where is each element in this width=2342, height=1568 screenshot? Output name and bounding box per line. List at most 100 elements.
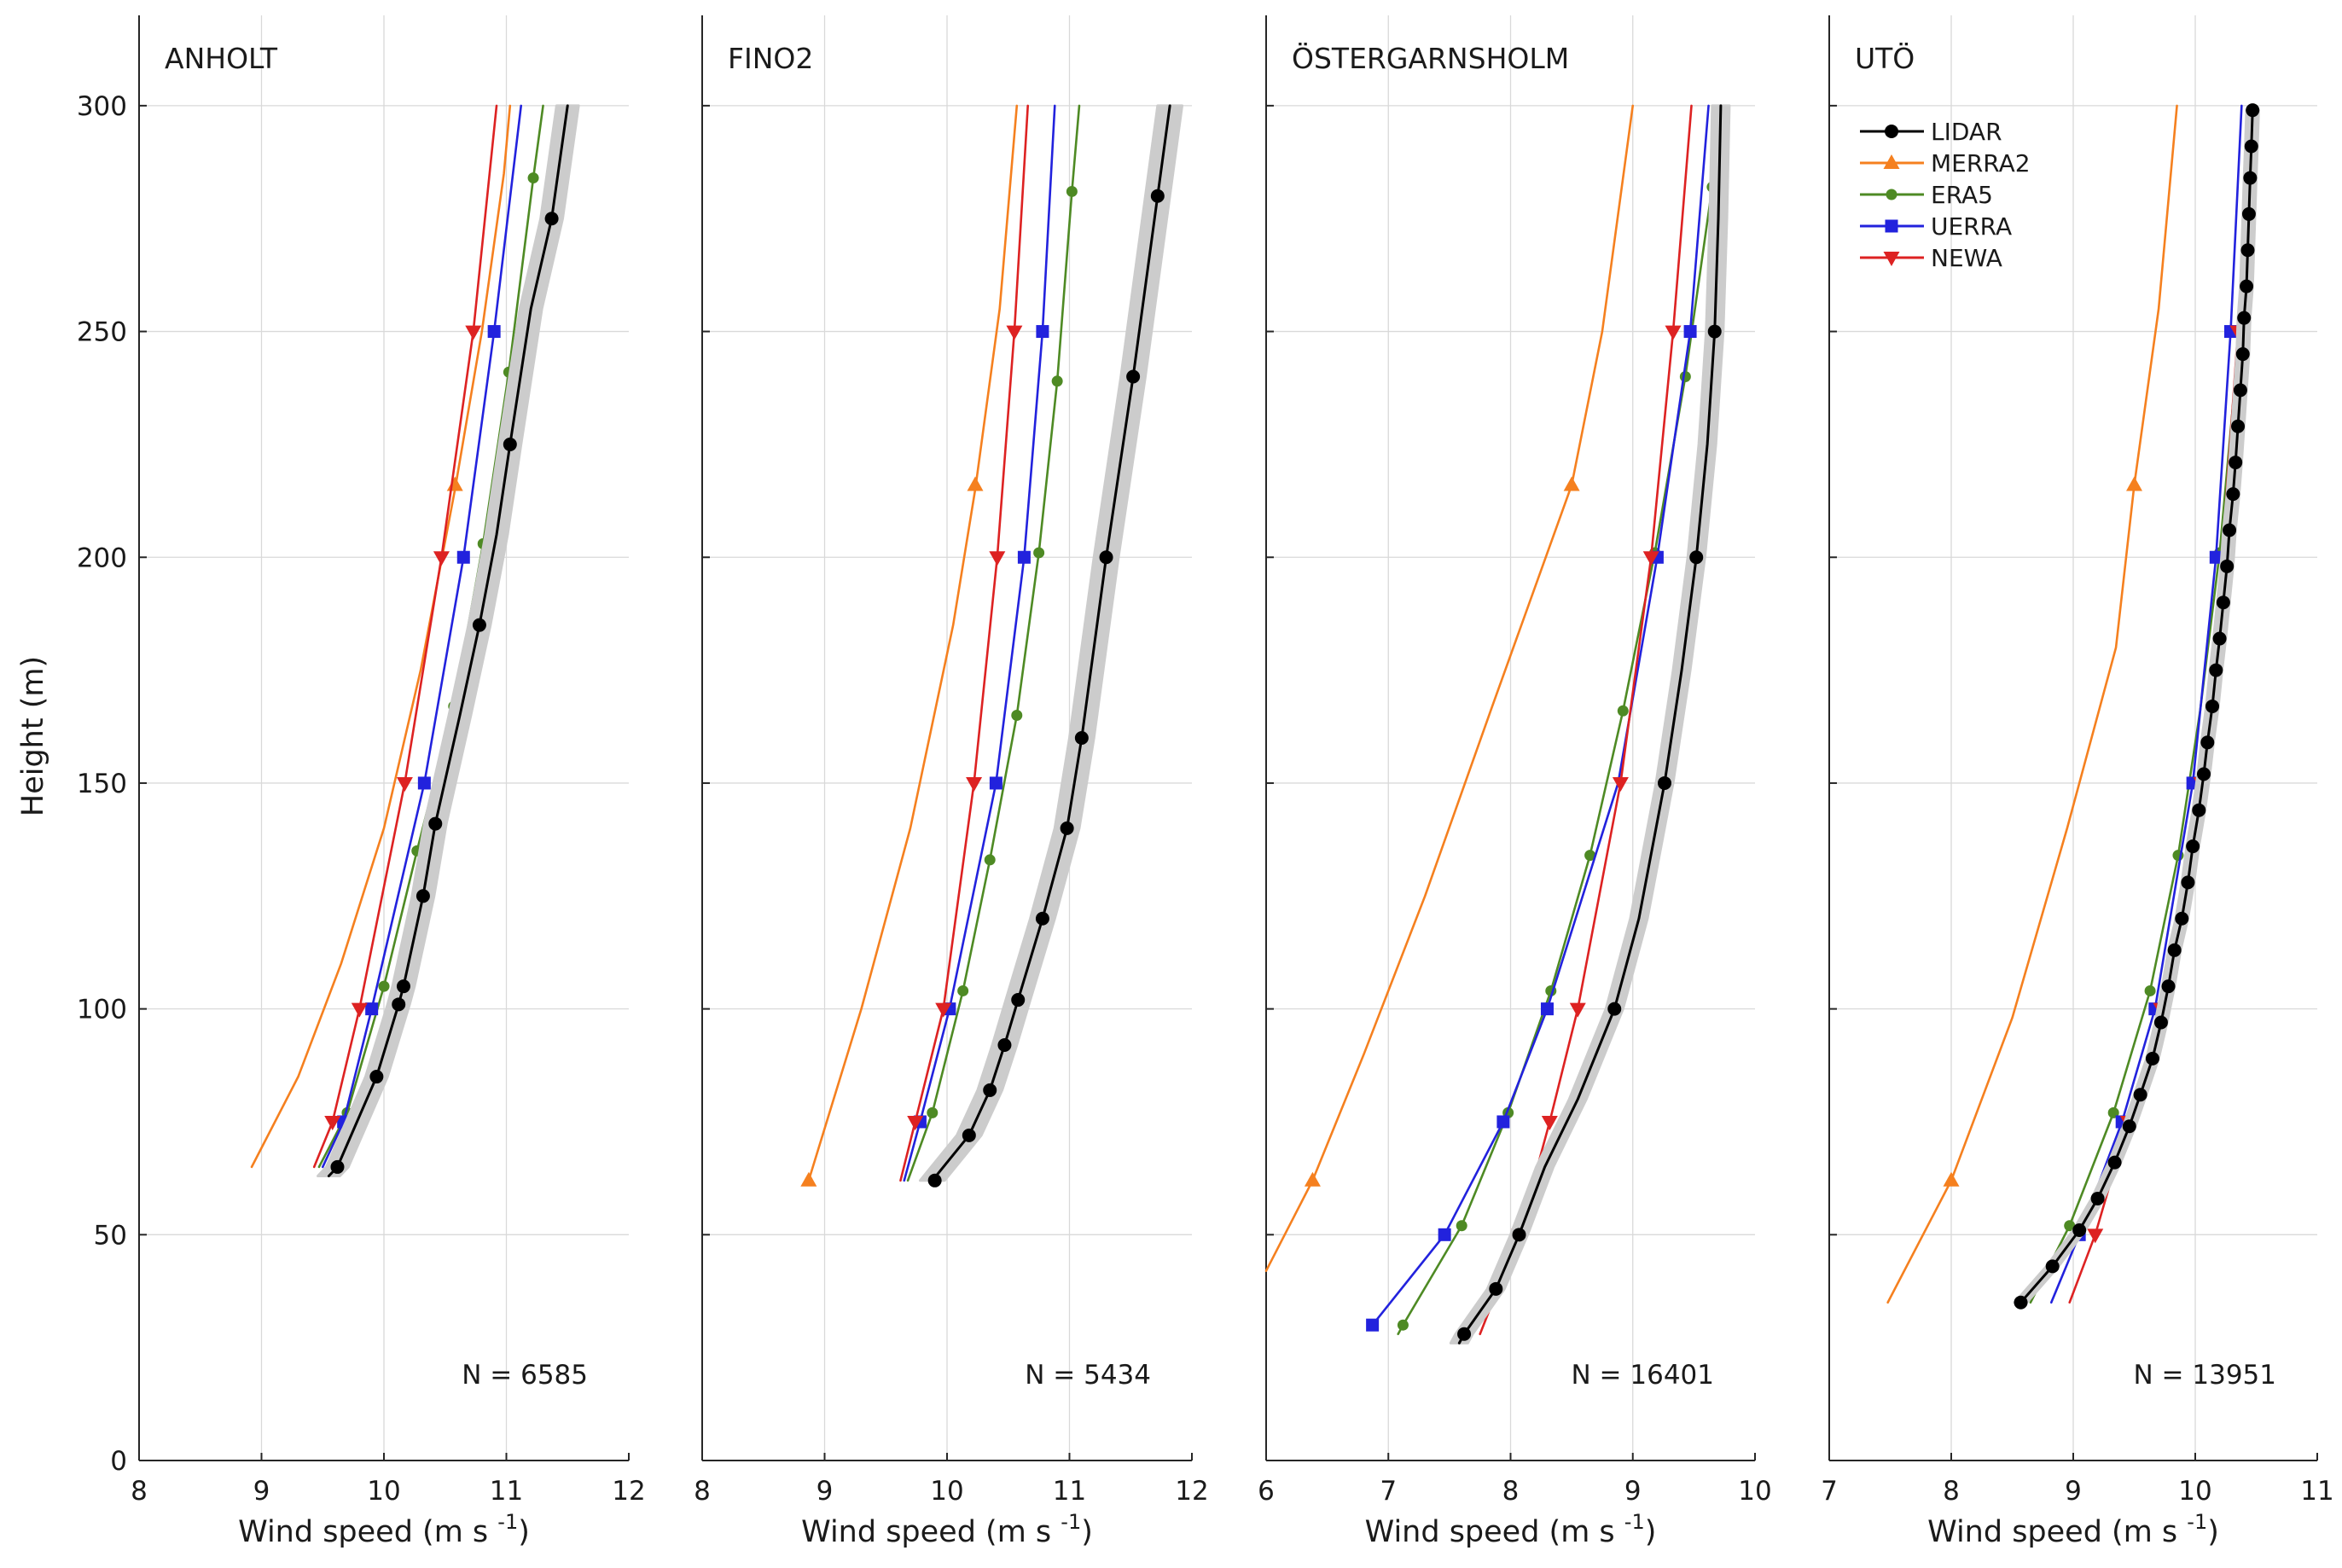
data-point-uerra: [456, 550, 470, 564]
data-point-uerra: [989, 776, 1002, 790]
data-point-lidar: [2244, 139, 2258, 154]
series-line-merra2: [807, 104, 1019, 1182]
data-point-lidar: [2223, 523, 2237, 537]
x-axis-label-main: Wind speed (m s: [238, 1515, 497, 1549]
data-point-lidar: [2153, 1015, 2168, 1030]
data-point-era5: [1617, 705, 1629, 717]
x-axis-label: Wind speed (m s -1): [1927, 1510, 2219, 1549]
y-axis-label: Height (m): [16, 656, 50, 816]
legend-label: UERRA: [1931, 212, 2012, 241]
data-point-lidar: [2133, 1088, 2147, 1102]
data-point-lidar: [2243, 171, 2258, 185]
data-point-newa: [1642, 551, 1659, 566]
x-axis-label-superscript: -1: [2187, 1510, 2207, 1534]
data-point-newa: [1665, 325, 1682, 340]
x-axis-label-suffix: ): [1081, 1515, 1093, 1549]
legend: LIDAR MERRA2 ERA5 UERRA NEWA: [1860, 118, 2031, 272]
data-point-lidar: [1011, 993, 1026, 1008]
data-point-era5: [927, 1106, 939, 1118]
data-point-lidar: [2200, 735, 2215, 750]
data-point-era5: [957, 984, 969, 996]
lidar-uncertainty-band: [317, 104, 580, 1177]
data-point-lidar: [2107, 1155, 2122, 1170]
legend-item-era5: ERA5: [1860, 181, 1993, 209]
data-point-era5: [2144, 984, 2156, 996]
legend-label: ERA5: [1931, 181, 1993, 209]
series-merra2: [1886, 104, 2178, 1304]
data-point-lidar: [369, 1070, 384, 1084]
panels: 8 9 10 11 12 0 50 100 150 200 250 300 Wind speed (m …: [77, 15, 2334, 1549]
series-lidar: [1449, 104, 1731, 1344]
series-lidar: [918, 104, 1184, 1188]
panel-fino2: 8 9 10 11 12 Wind speed (m s -1) FINO2 N = 5434: [694, 15, 1209, 1549]
panel-title: UTÖ: [1855, 41, 1915, 75]
data-point-uerra: [1540, 1002, 1554, 1016]
data-point-uerra: [1496, 1115, 1510, 1129]
data-point-era5: [1011, 710, 1023, 722]
x-tick-label: 11: [1053, 1476, 1086, 1507]
x-tick-label: 12: [612, 1476, 645, 1507]
series-lidar: [317, 104, 580, 1177]
data-point-lidar: [2241, 206, 2256, 221]
data-point-merra2: [967, 476, 984, 491]
data-point-merra2: [1943, 1171, 1960, 1187]
data-point-lidar: [2220, 559, 2234, 573]
legend-label: MERRA2: [1931, 149, 2031, 177]
data-point-era5: [378, 980, 390, 992]
panel-title: ANHOLT: [165, 42, 278, 75]
x-axis-label-superscript: -1: [1624, 1510, 1645, 1534]
data-point-lidar: [416, 889, 430, 903]
x-axis-label-suffix: ): [1645, 1515, 1657, 1549]
panel-anholt: 8 9 10 11 12 0 50 100 150 200 250 300 Wind speed (m …: [77, 15, 646, 1549]
data-point-lidar: [983, 1083, 997, 1097]
data-point-uerra: [487, 325, 501, 339]
data-point-newa: [907, 1115, 924, 1130]
y-tick-label: 250: [77, 317, 127, 348]
data-point-lidar: [2240, 243, 2255, 258]
data-point-lidar: [2246, 103, 2260, 118]
data-point-lidar: [2192, 803, 2206, 817]
data-point-newa: [1612, 776, 1629, 792]
data-point-era5: [527, 172, 539, 184]
legend-item-lidar: LIDAR: [1860, 118, 2002, 146]
x-axis-label-main: Wind speed (m s: [1365, 1515, 1624, 1549]
gridlines: [139, 15, 629, 1461]
data-point-lidar: [2045, 1259, 2060, 1274]
x-tick-label: 7: [1821, 1476, 1838, 1507]
x-axis-label: Wind speed (m s -1): [1365, 1510, 1657, 1549]
data-point-newa: [1541, 1115, 1558, 1130]
x-tick-label: 9: [253, 1476, 270, 1507]
data-point-lidar: [472, 618, 486, 632]
sample-count-label: N = 6585: [462, 1360, 588, 1391]
data-point-era5: [1033, 547, 1045, 559]
data-point-lidar: [2197, 767, 2211, 781]
legend-marker: [1883, 154, 1900, 169]
sample-count-label: N = 13951: [2134, 1360, 2277, 1391]
x-tick-label: 6: [1258, 1476, 1275, 1507]
data-point-era5: [1397, 1319, 1409, 1331]
series-newa: [312, 104, 498, 1169]
x-tick-label: 11: [490, 1476, 523, 1507]
x-axis-label: Wind speed (m s -1): [238, 1510, 530, 1549]
data-point-era5: [1679, 371, 1691, 382]
data-point-era5: [1051, 375, 1063, 387]
data-point-uerra: [1366, 1318, 1380, 1332]
data-point-lidar: [1150, 189, 1165, 203]
legend-label: NEWA: [1931, 244, 2002, 272]
series-merra2: [800, 104, 1019, 1187]
data-point-lidar: [2072, 1223, 2087, 1238]
legend-marker: [1885, 219, 1898, 233]
data-point-lidar: [2122, 1119, 2136, 1134]
legend-marker: [1885, 125, 1898, 138]
legend-item-uerra: UERRA: [1860, 212, 2012, 241]
data-point-newa: [966, 776, 983, 792]
data-point-lidar: [2209, 663, 2223, 677]
data-point-lidar: [927, 1173, 942, 1188]
data-point-uerra: [2209, 550, 2223, 564]
data-point-lidar: [2175, 911, 2189, 926]
data-point-merra2: [800, 1171, 817, 1187]
x-axis-label-suffix: ): [2207, 1515, 2219, 1549]
data-point-newa: [2087, 1228, 2104, 1244]
series-newa: [899, 104, 1030, 1182]
